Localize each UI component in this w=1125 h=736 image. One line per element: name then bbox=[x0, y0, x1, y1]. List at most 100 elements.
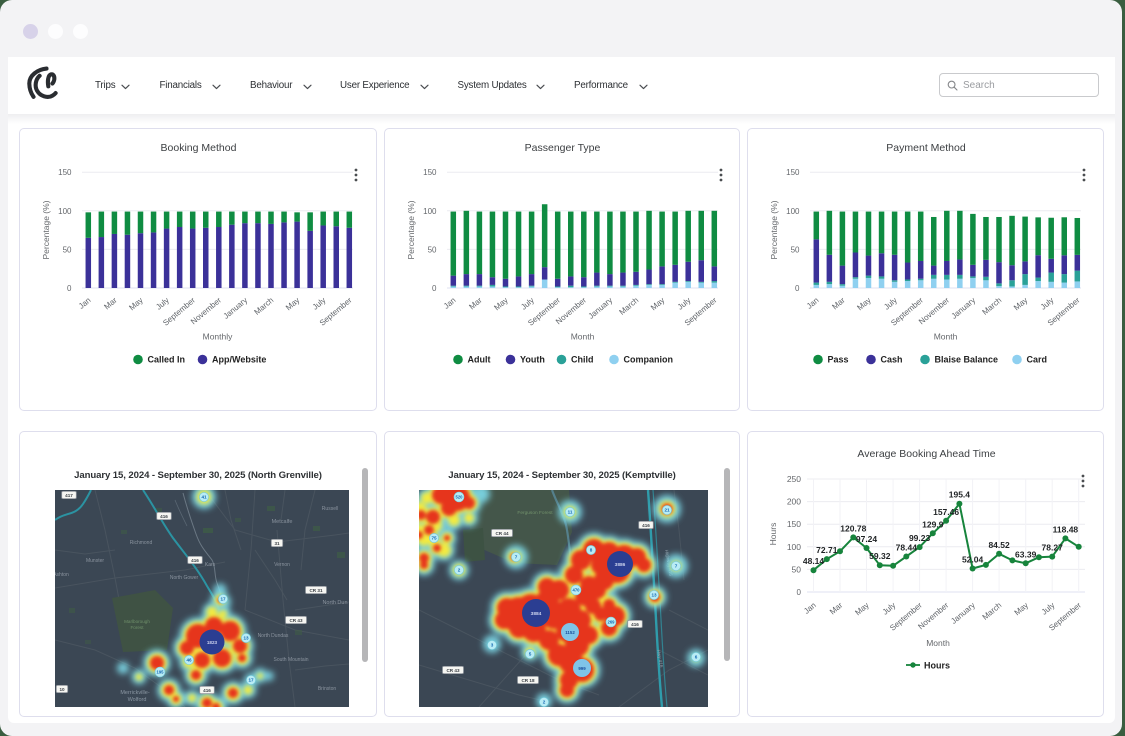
svg-text:Mar: Mar bbox=[467, 295, 484, 311]
svg-text:Month: Month bbox=[926, 638, 950, 648]
svg-text:Jan: Jan bbox=[77, 296, 93, 311]
svg-text:Percentage (%): Percentage (%) bbox=[406, 200, 416, 259]
svg-text:157.46: 157.46 bbox=[933, 507, 959, 517]
svg-text:6: 6 bbox=[695, 655, 698, 660]
svg-text:63.39: 63.39 bbox=[1015, 549, 1037, 559]
svg-text:May: May bbox=[853, 601, 870, 618]
svg-text:0: 0 bbox=[795, 284, 800, 293]
svg-text:January: January bbox=[949, 601, 977, 626]
svg-text:CR 18: CR 18 bbox=[521, 678, 534, 683]
svg-text:CR 44: CR 44 bbox=[495, 531, 508, 536]
svg-text:416: 416 bbox=[191, 558, 199, 563]
svg-text:100: 100 bbox=[786, 207, 800, 216]
svg-text:Ashton: Ashton bbox=[55, 572, 69, 578]
svg-text:41: 41 bbox=[201, 495, 207, 500]
svg-text:Metcalfe: Metcalfe bbox=[272, 519, 293, 525]
svg-text:Hours: Hours bbox=[924, 661, 950, 671]
svg-text:March: March bbox=[617, 296, 640, 317]
svg-text:May: May bbox=[1013, 601, 1030, 618]
svg-text:Monthly: Monthly bbox=[203, 332, 234, 342]
svg-text:Pass: Pass bbox=[828, 355, 849, 365]
svg-text:250: 250 bbox=[787, 474, 801, 484]
svg-text:100: 100 bbox=[423, 207, 437, 216]
svg-text:99.23: 99.23 bbox=[909, 533, 931, 543]
svg-text:Payment Method: Payment Method bbox=[886, 142, 966, 154]
svg-text:120.78: 120.78 bbox=[840, 523, 866, 533]
svg-text:50: 50 bbox=[792, 564, 802, 574]
svg-text:Child: Child bbox=[571, 355, 594, 365]
svg-text:Percentage (%): Percentage (%) bbox=[769, 200, 779, 259]
svg-text:July: July bbox=[1039, 296, 1056, 312]
svg-text:July: July bbox=[519, 296, 536, 312]
svg-text:50: 50 bbox=[791, 245, 800, 254]
svg-text:CR 31: CR 31 bbox=[309, 588, 322, 593]
svg-text:July: July bbox=[154, 296, 171, 312]
svg-text:Wolford: Wolford bbox=[128, 697, 147, 703]
svg-text:Card: Card bbox=[1027, 355, 1048, 365]
svg-text:Vernon: Vernon bbox=[274, 562, 290, 568]
svg-text:48.14: 48.14 bbox=[803, 556, 825, 566]
svg-text:3884: 3884 bbox=[531, 611, 542, 617]
svg-text:Jan: Jan bbox=[802, 601, 818, 616]
svg-text:97.24: 97.24 bbox=[856, 534, 878, 544]
svg-text:195: 195 bbox=[157, 670, 165, 675]
svg-text:50: 50 bbox=[428, 245, 437, 254]
svg-text:0: 0 bbox=[432, 284, 437, 293]
svg-text:Mar: Mar bbox=[828, 600, 845, 616]
svg-text:10: 10 bbox=[59, 687, 65, 692]
svg-text:Companion: Companion bbox=[624, 355, 674, 365]
svg-text:CR 43: CR 43 bbox=[446, 668, 459, 673]
svg-text:Month: Month bbox=[934, 332, 958, 342]
svg-text:0: 0 bbox=[797, 588, 802, 597]
svg-text:999: 999 bbox=[578, 666, 586, 671]
svg-text:59.32: 59.32 bbox=[869, 551, 891, 561]
svg-text:Youth: Youth bbox=[520, 355, 545, 365]
svg-text:Jan: Jan bbox=[805, 296, 821, 311]
svg-text:75: 75 bbox=[431, 536, 437, 541]
svg-text:195.4: 195.4 bbox=[949, 490, 971, 500]
svg-text:Cash: Cash bbox=[881, 355, 903, 365]
svg-text:May: May bbox=[1012, 296, 1029, 313]
svg-text:1823: 1823 bbox=[207, 640, 218, 645]
svg-text:78.27: 78.27 bbox=[1042, 543, 1064, 553]
svg-text:South Mountain: South Mountain bbox=[273, 657, 308, 663]
svg-text:May: May bbox=[855, 296, 872, 313]
svg-text:Brinston: Brinston bbox=[318, 686, 337, 692]
svg-text:3886: 3886 bbox=[615, 562, 626, 568]
svg-text:Russell: Russell bbox=[322, 506, 338, 512]
svg-text:118.48: 118.48 bbox=[1053, 524, 1079, 534]
svg-text:Richmond: Richmond bbox=[130, 540, 153, 546]
svg-text:417: 417 bbox=[65, 493, 73, 498]
svg-text:North Dun: North Dun bbox=[322, 600, 347, 606]
svg-text:2: 2 bbox=[458, 568, 461, 573]
svg-text:1152: 1152 bbox=[565, 630, 575, 635]
svg-text:App/Website: App/Website bbox=[212, 355, 266, 365]
svg-text:416: 416 bbox=[160, 514, 168, 519]
svg-text:416: 416 bbox=[203, 688, 211, 693]
svg-text:7: 7 bbox=[675, 564, 678, 569]
svg-text:January: January bbox=[950, 296, 978, 321]
svg-text:Average Booking Ahead Time: Average Booking Ahead Time bbox=[857, 448, 995, 460]
svg-text:100: 100 bbox=[58, 207, 72, 216]
svg-text:3: 3 bbox=[491, 643, 494, 648]
svg-text:March: March bbox=[980, 296, 1003, 317]
svg-text:January: January bbox=[587, 296, 615, 321]
svg-text:7: 7 bbox=[515, 555, 518, 560]
svg-text:269: 269 bbox=[608, 620, 616, 625]
svg-text:Hours: Hours bbox=[768, 523, 778, 546]
svg-text:Forest: Forest bbox=[130, 625, 144, 630]
svg-text:Marlborough: Marlborough bbox=[124, 619, 150, 624]
svg-text:CR 43: CR 43 bbox=[289, 618, 302, 623]
svg-text:150: 150 bbox=[787, 519, 801, 529]
svg-text:11: 11 bbox=[568, 510, 573, 515]
svg-text:July: July bbox=[1040, 601, 1057, 617]
svg-text:5: 5 bbox=[529, 652, 532, 657]
svg-text:July: July bbox=[882, 296, 899, 312]
svg-text:416: 416 bbox=[631, 622, 639, 627]
svg-text:200: 200 bbox=[787, 497, 801, 507]
svg-text:52.04: 52.04 bbox=[962, 555, 984, 565]
svg-text:46: 46 bbox=[186, 658, 192, 663]
svg-text:Adult: Adult bbox=[468, 355, 491, 365]
svg-text:Passenger Type: Passenger Type bbox=[525, 142, 601, 154]
svg-text:May: May bbox=[649, 296, 666, 313]
